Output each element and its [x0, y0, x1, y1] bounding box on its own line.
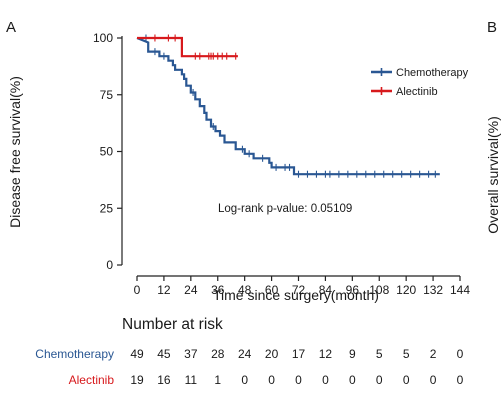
x-tick-label: 36: [211, 283, 225, 297]
x-tick-label: 12: [157, 283, 171, 297]
x-tick-label: 144: [450, 283, 470, 297]
series-chemotherapy: [136, 34, 440, 178]
risk-value: 11: [185, 373, 198, 387]
risk-value: 12: [319, 347, 333, 361]
risk-value: 0: [457, 347, 464, 361]
risk-value: 5: [376, 347, 383, 361]
x-axis-label: Time since surgery(month): [213, 287, 379, 303]
risk-value: 28: [211, 347, 225, 361]
legend-label-alectinib: Alectinib: [396, 86, 438, 98]
risk-table-title: Number at risk: [122, 316, 223, 333]
panel-a-label: A: [6, 19, 16, 36]
y-tick-label: 0: [106, 258, 113, 272]
risk-value: 2: [430, 347, 437, 361]
risk-value: 20: [265, 347, 279, 361]
risk-value: 0: [349, 373, 356, 387]
risk-row-label: Chemotherapy: [35, 347, 114, 361]
risk-value: 24: [238, 347, 252, 361]
survival-line-alectinib: [137, 36, 238, 58]
y-tick-label: 25: [100, 201, 114, 215]
y-tick-label: 75: [100, 88, 114, 102]
risk-value: 5: [403, 347, 410, 361]
risk-value: 0: [241, 373, 248, 387]
risk-value: 1: [214, 373, 221, 387]
risk-value: 0: [376, 373, 383, 387]
risk-value: 37: [184, 347, 198, 361]
x-tick-label: 60: [265, 283, 279, 297]
x-tick-label: 132: [423, 283, 443, 297]
risk-table: Chemotherapy 49 45 37 28 24 20 17 12 9 5 5 2 0Alectin…: [35, 347, 463, 387]
risk-value: 19: [130, 373, 144, 387]
x-tick-label: 108: [369, 283, 389, 297]
risk-value: 0: [268, 373, 275, 387]
x-tick-label: 72: [292, 283, 306, 297]
risk-row-chemotherapy: Chemotherapy 49 45 37 28 24 20 17 12 9 5 5 2 0: [35, 347, 463, 361]
log-rank-annotation: Log-rank p-value: 0.05109: [218, 203, 352, 215]
legend: Chemotherapy Alectinib: [371, 67, 469, 98]
y-tick-label: 100: [93, 31, 113, 45]
x-tick-label: 120: [396, 283, 416, 297]
y-tick-label: 50: [100, 145, 114, 159]
legend-label-chemotherapy: Chemotherapy: [396, 67, 469, 79]
panel-b-label: B: [487, 19, 497, 36]
risk-value: 45: [157, 347, 171, 361]
x-tick-label: 84: [319, 283, 333, 297]
risk-row-label: Alectinib: [69, 373, 115, 387]
y-ticks: 0 25 50 75 100: [93, 31, 122, 272]
risk-value: 0: [322, 373, 329, 387]
survival-line-chemotherapy: [136, 36, 440, 176]
risk-value: 0: [430, 373, 437, 387]
x-tick-label: 96: [346, 283, 360, 297]
x-tick-label: 0: [134, 283, 141, 297]
survival-curves: [136, 34, 440, 178]
risk-value: 17: [292, 347, 306, 361]
risk-value: 0: [403, 373, 410, 387]
risk-row-alectinib: Alectinib 19 16 11 1 0 0 0 0 0 0 0 0 0: [69, 373, 464, 387]
x-tick-label: 24: [184, 283, 198, 297]
panel-b-y-axis-label: Overall survival(%): [485, 116, 501, 233]
x-tick-label: 48: [238, 283, 252, 297]
risk-value: 0: [457, 373, 464, 387]
x-ticks: 0 12 24 36 48 60 72 84 96 108 120 132 144: [134, 276, 470, 297]
series-alectinib: [137, 34, 238, 60]
risk-value: 0: [295, 373, 302, 387]
risk-value: 9: [349, 347, 356, 361]
risk-value: 49: [130, 347, 144, 361]
y-axis-label: Disease free survival(%): [7, 76, 23, 228]
risk-value: 16: [157, 373, 171, 387]
